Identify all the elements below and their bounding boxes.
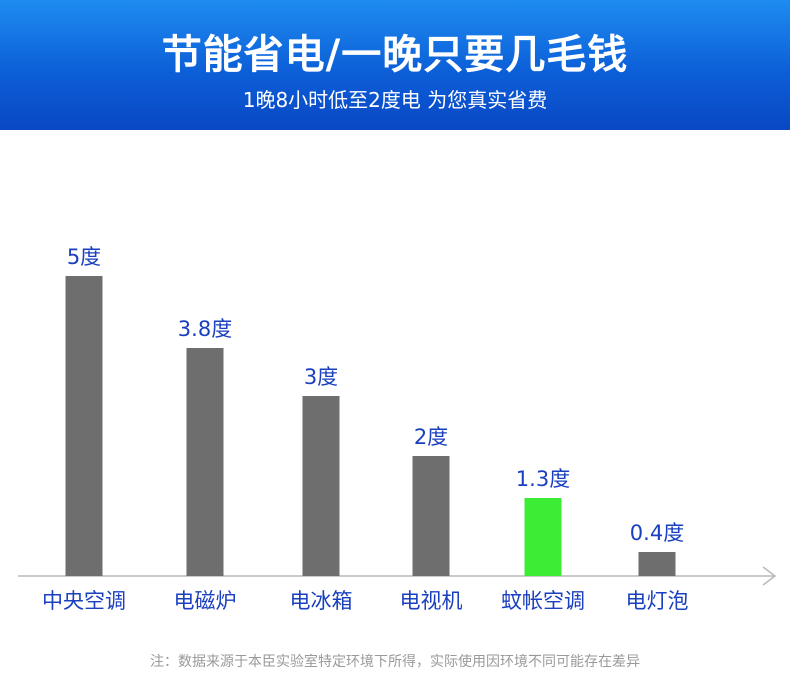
value-label-3: 2度 <box>414 425 448 449</box>
category-label-3: 电视机 <box>400 589 463 613</box>
category-label-1: 电磁炉 <box>174 589 237 613</box>
page-subtitle: 1晚8小时低至2度电 为您真实省费 <box>242 88 548 112</box>
bar-5 <box>638 552 676 576</box>
category-label-5: 电灯泡 <box>626 589 689 613</box>
value-label-0: 5度 <box>67 245 101 269</box>
footnote: 注：数据来源于本臣实验室特定环境下所得，实际使用因环境不同可能存在差异 <box>150 654 640 670</box>
value-label-1: 3.8度 <box>178 317 232 341</box>
header-banner: 节能省电/一晚只要几毛钱 1晚8小时低至2度电 为您真实省费 <box>0 0 790 130</box>
bar-0 <box>65 276 103 576</box>
category-label-0: 中央空调 <box>42 589 126 613</box>
page-title: 节能省电/一晚只要几毛钱 <box>161 32 629 78</box>
value-label-2: 3度 <box>304 365 338 389</box>
bar-2 <box>302 396 340 576</box>
category-label-4: 蚊帐空调 <box>501 589 585 613</box>
bar-1 <box>186 348 224 576</box>
bar-4 <box>524 498 562 576</box>
category-label-2: 电冰箱 <box>290 589 353 613</box>
bar-3 <box>412 456 450 576</box>
value-label-5: 0.4度 <box>630 521 684 545</box>
x-axis-arrow <box>762 566 777 586</box>
value-label-4: 1.3度 <box>516 467 570 491</box>
